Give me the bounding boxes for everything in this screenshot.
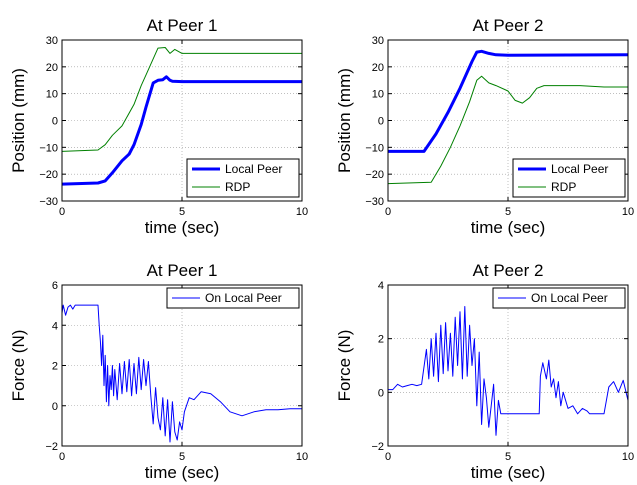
y-tick-label: 20 bbox=[372, 62, 384, 74]
y-tick-label: −10 bbox=[365, 142, 384, 154]
series-line-rdp bbox=[387, 75, 628, 185]
x-tick-label: 0 bbox=[385, 451, 391, 463]
legend-label: On Local Peer bbox=[205, 291, 282, 305]
legend-label: Local Peer bbox=[551, 162, 608, 176]
legend-box bbox=[166, 287, 300, 309]
legend: On Local Peer bbox=[166, 287, 300, 309]
y-tick-label: −20 bbox=[39, 169, 58, 181]
x-tick-label: 10 bbox=[622, 206, 634, 218]
x-tick-label: 0 bbox=[385, 206, 391, 218]
y-tick-label: 30 bbox=[372, 35, 384, 47]
y-tick-label: 2 bbox=[378, 334, 384, 346]
legend-box bbox=[186, 158, 300, 198]
chart-position-peer1: −30 −20 −10 0 10 20 30 0 5 10 At Peer 1 time (sec) P… bbox=[9, 16, 308, 237]
x-tick-label: 0 bbox=[59, 451, 65, 463]
y-tick-label: 0 bbox=[52, 116, 58, 128]
x-tick-label: 0 bbox=[59, 206, 65, 218]
series-line-local-peer bbox=[388, 49, 629, 153]
y-tick-label: 20 bbox=[46, 62, 58, 74]
x-tick-label: 10 bbox=[296, 206, 308, 218]
x-tick-label: 10 bbox=[296, 451, 308, 463]
y-tick-label: −20 bbox=[365, 169, 384, 181]
x-axis-label: time (sec) bbox=[145, 463, 220, 482]
x-axis-label: time (sec) bbox=[471, 463, 546, 482]
x-tick-label: 10 bbox=[622, 451, 634, 463]
series-line-rdp bbox=[61, 47, 302, 152]
x-tick-label: 5 bbox=[505, 451, 511, 463]
x-tick-label: 5 bbox=[505, 206, 511, 218]
legend-label: Local Peer bbox=[225, 162, 282, 176]
chart-title: At Peer 2 bbox=[473, 261, 544, 280]
y-tick-label: 6 bbox=[52, 280, 58, 292]
y-tick-label: 10 bbox=[372, 89, 384, 101]
chart-title: At Peer 1 bbox=[147, 261, 218, 280]
y-tick-label: −10 bbox=[39, 142, 58, 154]
y-axis-label: Force (N) bbox=[9, 330, 28, 402]
y-tick-label: −30 bbox=[39, 196, 58, 208]
legend-label: RDP bbox=[225, 180, 250, 194]
legend-box bbox=[512, 158, 626, 198]
y-axis-label: Position (mm) bbox=[9, 68, 28, 173]
chart-position-peer2: −30 −20 −10 0 10 20 30 0 5 10 At Peer 2 time (sec) P… bbox=[335, 16, 634, 237]
y-tick-label: 2 bbox=[52, 361, 58, 373]
series-line-on-local-peer bbox=[388, 306, 629, 436]
legend: Local Peer RDP bbox=[186, 158, 300, 198]
y-tick-label: 10 bbox=[46, 89, 58, 101]
y-tick-label: −2 bbox=[371, 441, 384, 453]
x-tick-label: 5 bbox=[179, 206, 185, 218]
y-tick-label: 30 bbox=[46, 35, 58, 47]
y-axis-label: Position (mm) bbox=[335, 68, 354, 173]
y-tick-label: 0 bbox=[378, 116, 384, 128]
y-axis-label: Force (N) bbox=[335, 330, 354, 402]
x-tick-label: 5 bbox=[179, 451, 185, 463]
legend: On Local Peer bbox=[492, 287, 626, 309]
x-axis-label: time (sec) bbox=[145, 218, 220, 237]
y-tick-label: 0 bbox=[378, 387, 384, 399]
series-line-on-local-peer bbox=[61, 304, 302, 443]
y-tick-label: 0 bbox=[52, 401, 58, 413]
y-tick-label: −30 bbox=[365, 196, 384, 208]
x-axis-label: time (sec) bbox=[471, 218, 546, 237]
chart-title: At Peer 2 bbox=[473, 16, 544, 35]
legend-box bbox=[492, 287, 626, 309]
legend: Local Peer RDP bbox=[512, 158, 626, 198]
series-line-local-peer bbox=[61, 75, 302, 186]
y-tick-label: 4 bbox=[378, 280, 384, 292]
y-tick-label: 4 bbox=[52, 320, 58, 332]
chart-title: At Peer 1 bbox=[147, 16, 218, 35]
y-tick-label: −2 bbox=[45, 441, 58, 453]
legend-label: RDP bbox=[551, 180, 576, 194]
legend-label: On Local Peer bbox=[531, 291, 608, 305]
